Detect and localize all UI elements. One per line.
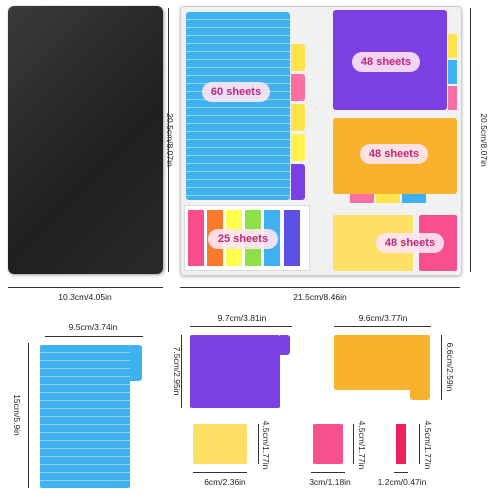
blue-sheet-tab [130,345,142,381]
organizer-width-label: 21.5cm/8.46in [293,292,347,302]
purple-width-label: 9.7cm/3.81in [217,313,267,323]
blue-tab-pink [291,74,305,101]
orange-height-line [441,335,442,400]
purple-tab-yellow [448,34,457,58]
orange-sheets-label: 48 sheets [360,144,428,164]
blue-tab-yellow-2 [291,104,305,131]
folder-height-label: 20.5cm/8.07in [165,113,175,167]
blue-width-line [45,336,143,337]
orange-width-line [334,326,431,327]
purple-sheets-label: 48 sheets [352,52,420,72]
purple-tab-blue [448,60,457,84]
folder-height-line [168,8,169,272]
pink-height-label: 4.5cm/1.77in [357,420,367,470]
flag-width-label: 1.2cm/0.47in [377,477,427,487]
orange-tab-blue [402,194,426,203]
yellow-sheets-label: 48 sheets [376,233,444,253]
organizer-height-line [470,8,471,272]
flags-sheets-label: 25 sheets [208,229,278,249]
blue-lined-notes [186,12,290,200]
purple-sheet-tab [280,335,290,355]
purple-width-line [190,326,292,327]
orange-width-label: 9.6cm/3.77in [358,313,408,323]
purple-height-line [181,335,182,408]
blue-tab-yellow [291,44,305,71]
yellow-width-label: 6cm/2.36in [204,477,246,487]
purple-height-label: 7.5cm/2.95in [172,346,182,396]
blue-width-label: 9.5cm/3.74in [68,322,118,332]
blue-height-label: 15cm/5.9in [12,394,22,436]
organizer-width-line [180,287,460,288]
black-folder [8,6,163,274]
blue-lined-sheet [40,345,130,488]
folder-width-label: 10.3cm/4.05in [58,292,112,302]
yellow-height-label: 4.5cm/1.77in [261,420,271,470]
folder-width-line [8,287,163,288]
orange-sheet [334,335,430,390]
blue-height-line [28,343,29,488]
purple-tab-pink [448,86,457,110]
blue-tab-yellow-3 [291,134,305,161]
flag-purple [284,210,300,266]
flag-height-line [419,424,420,464]
yellow-height-line [258,424,259,464]
blue-tab-purple [291,164,305,200]
yellow-sheet [193,424,247,464]
pink-height-line [353,424,354,464]
flag-pink [188,210,204,266]
orange-sheet-tab [410,390,430,400]
organizer-height-label: 20.5cm/8.07in [479,113,489,167]
blue-sheets-label: 60 sheets [202,82,270,102]
orange-height-label: 6.6cm/2.59in [445,342,455,392]
flag-height-label: 4.5cm/1.77in [423,420,433,470]
orange-tab-pink [350,194,374,203]
purple-sheet [190,335,280,408]
pink-width-line [311,472,345,473]
pink-width-label: 3cm/1.18in [309,477,351,487]
yellow-width-line [193,472,247,473]
flag-sheet [396,424,406,464]
orange-tab-yellow [376,194,400,203]
flag-width-line [394,472,408,473]
pink-sheet [313,424,343,464]
